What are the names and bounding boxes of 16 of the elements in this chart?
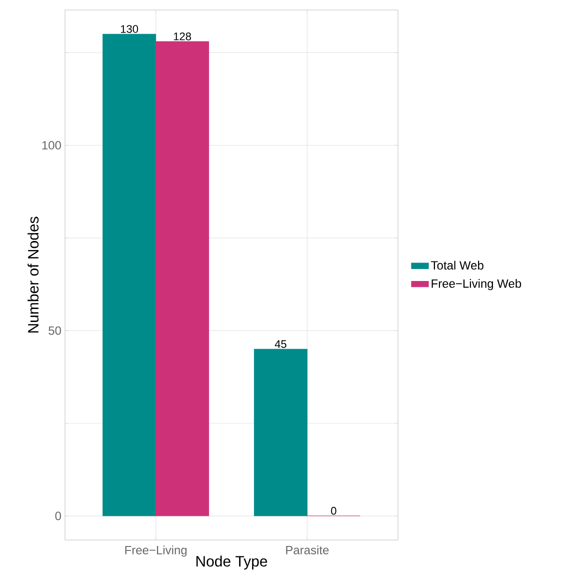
y-tick-label: 0 [55,512,62,520]
y-axis-title: Number of Nodes [28,216,39,333]
legend-label: Total Web [431,260,484,270]
data-label: 0 [331,506,336,515]
bar [156,41,210,516]
x-axis-title: Node Type [196,556,268,570]
bar [254,348,308,516]
x-tick-label: Free−Living [125,546,187,557]
x-tick-label: Parasite [286,546,329,554]
data-label: 128 [174,32,191,40]
legend-label: Free−Living Web [432,279,522,290]
data-label: 45 [274,340,286,348]
bar [102,34,156,516]
data-label: 130 [120,25,138,33]
y-tick-label: 100 [42,141,61,150]
y-tick-label: 50 [48,326,61,335]
